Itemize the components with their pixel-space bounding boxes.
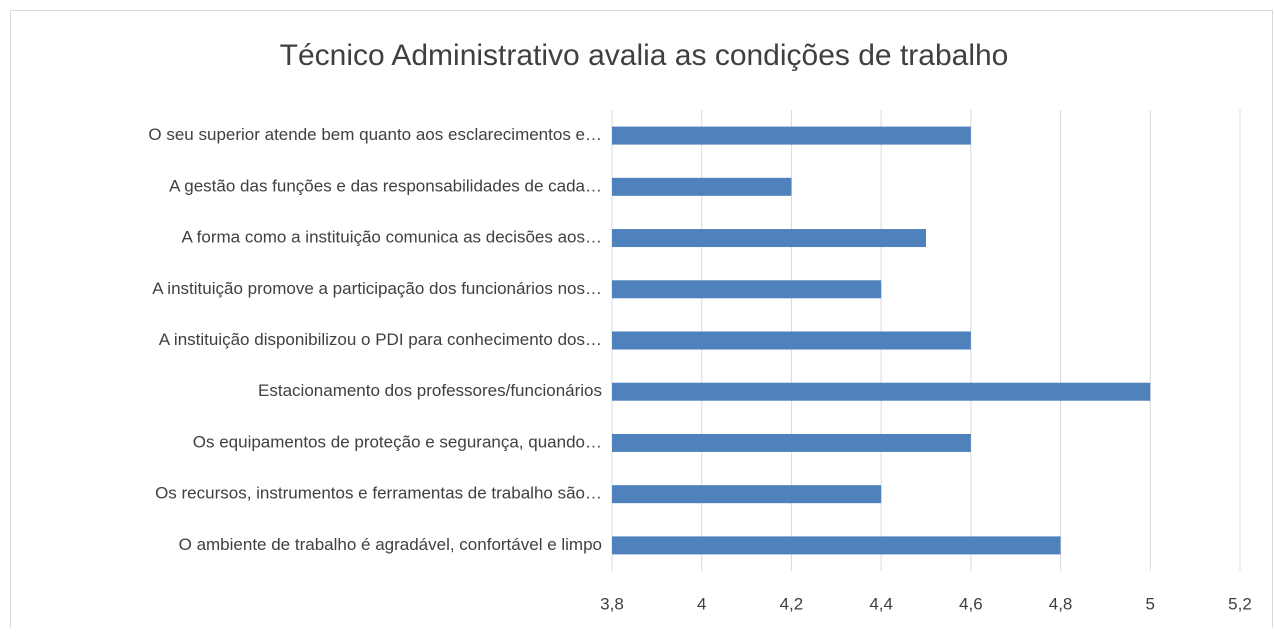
bar: [612, 331, 971, 350]
x-tick-label: 4,4: [869, 594, 893, 613]
y-tick-label: A instituição disponibilizou o PDI para …: [159, 330, 602, 349]
bar: [612, 126, 971, 145]
y-tick-label: O seu superior atende bem quanto aos esc…: [148, 125, 602, 144]
y-tick-label: A gestão das funções e das responsabilid…: [169, 176, 602, 195]
bar: [612, 229, 926, 248]
y-tick-label: A forma como a instituição comunica as d…: [182, 228, 602, 247]
y-tick-label: Estacionamento dos professores/funcionár…: [258, 381, 602, 400]
x-tick-label: 5,2: [1228, 594, 1252, 613]
y-tick-label: Os recursos, instrumentos e ferramentas …: [155, 484, 602, 503]
y-tick-label: Os equipamentos de proteção e segurança,…: [193, 432, 602, 451]
x-tick-label: 5: [1146, 594, 1155, 613]
x-tick-label: 4,8: [1049, 594, 1073, 613]
bar: [612, 536, 1061, 555]
x-tick-label: 4,6: [959, 594, 983, 613]
bar: [612, 433, 971, 452]
chart-title: Técnico Administrativo avalia as condiçõ…: [280, 39, 1009, 72]
y-tick-label: O ambiente de trabalho é agradável, conf…: [179, 535, 602, 554]
x-tick-label: 3,8: [600, 594, 624, 613]
x-tick-label: 4: [697, 594, 706, 613]
bar: [612, 485, 882, 504]
bar: [612, 382, 1151, 401]
bar: [612, 177, 792, 196]
x-tick-label: 4,2: [780, 594, 804, 613]
y-tick-label: A instituição promove a participação dos…: [152, 279, 602, 298]
chart-frame: [10, 10, 1273, 633]
bar: [612, 280, 882, 299]
